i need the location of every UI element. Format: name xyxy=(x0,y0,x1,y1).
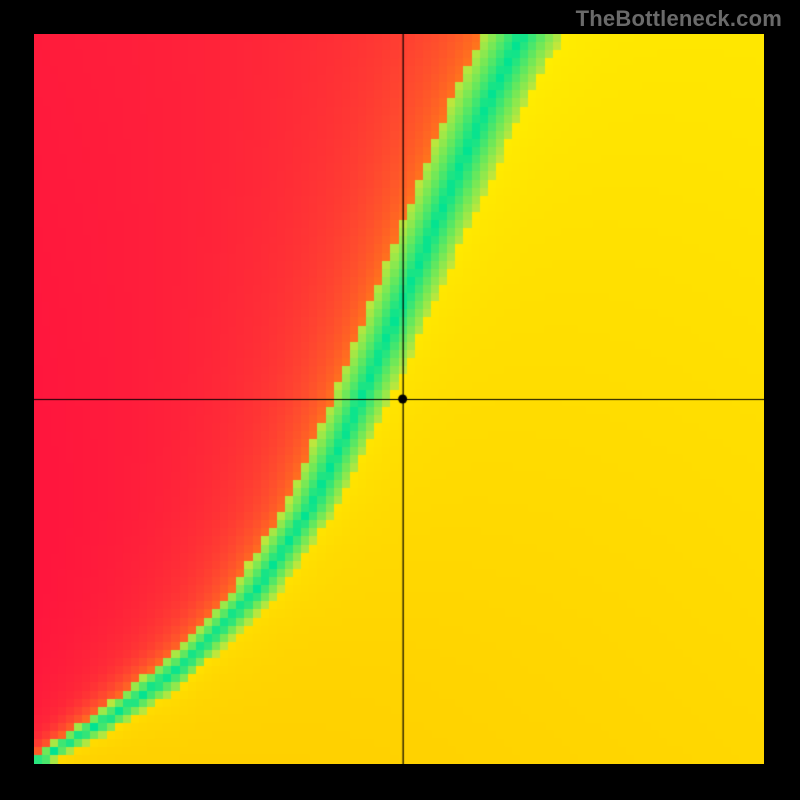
heatmap-plot xyxy=(34,34,764,764)
watermark-label: TheBottleneck.com xyxy=(576,6,782,32)
chart-container: TheBottleneck.com xyxy=(0,0,800,800)
